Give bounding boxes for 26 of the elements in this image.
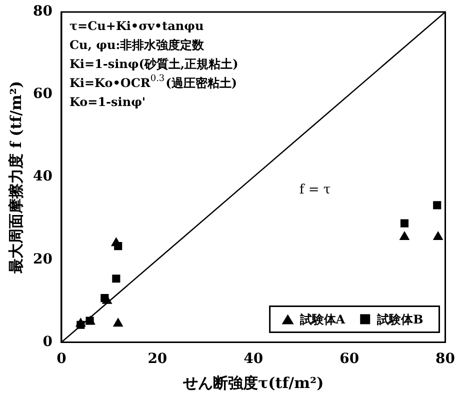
x-tick-label: 80 bbox=[436, 351, 456, 368]
point bbox=[76, 318, 86, 327]
point bbox=[113, 318, 123, 327]
point bbox=[112, 274, 120, 283]
annotation: τ=Cu+Ki•σv•tanφu bbox=[69, 19, 204, 33]
point bbox=[400, 231, 410, 240]
y-tick-label: 60 bbox=[33, 86, 53, 102]
annotation: Ki=1-sinφ(砂質土,正規粘土) bbox=[69, 57, 238, 71]
legend-label: 試験体A bbox=[298, 312, 346, 326]
annotation: f = τ bbox=[299, 182, 331, 198]
x-tick-label: 40 bbox=[244, 351, 264, 368]
x-tick-label: 20 bbox=[148, 351, 168, 368]
y-tick-label: 40 bbox=[33, 168, 53, 185]
point bbox=[433, 231, 443, 240]
annotation: Cu, φu:非排水強度定数 bbox=[69, 38, 206, 52]
x-tick-label: 60 bbox=[340, 351, 360, 368]
x-tick-label: 0 bbox=[56, 351, 67, 368]
y-tick-label: 80 bbox=[33, 4, 53, 20]
legend-label: 試験体B bbox=[376, 312, 424, 326]
point bbox=[400, 219, 409, 228]
y-tick-label: 0 bbox=[42, 334, 53, 350]
point bbox=[433, 201, 442, 210]
y-axis-title: 最大周面摩擦力度 f (tf/m²) bbox=[6, 80, 25, 274]
x-axis-title: せん断強度τ(tf/m²) bbox=[182, 374, 324, 392]
annotation: Ko=1-sinφ' bbox=[69, 95, 146, 109]
y-tick-label: 20 bbox=[33, 251, 53, 268]
